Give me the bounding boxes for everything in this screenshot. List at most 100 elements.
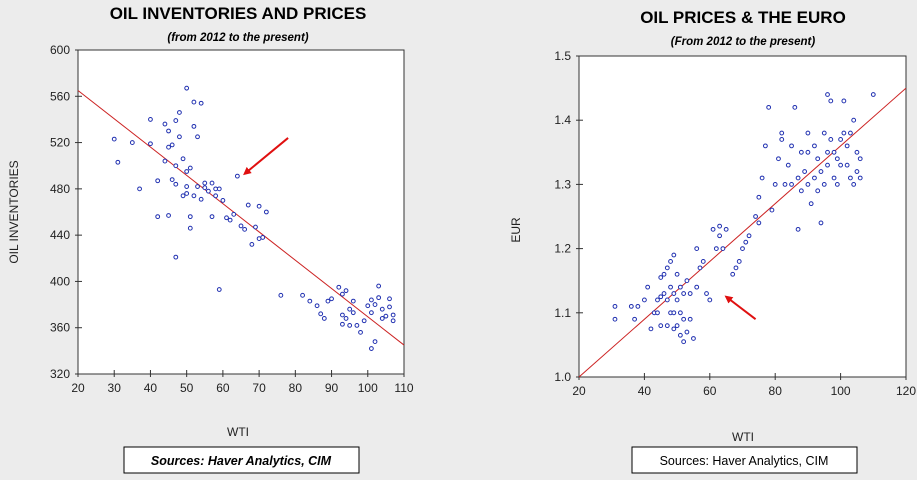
left-data-point: [329, 296, 334, 302]
left-data-point: [354, 323, 360, 328]
right-source-box: [631, 446, 858, 474]
left-data-point: [191, 99, 197, 105]
left-data-point: [184, 184, 190, 189]
left-data-point: [173, 163, 179, 169]
right-x-ticks: 20 40 60 80 100 120: [572, 373, 916, 398]
right-data-point: [687, 316, 693, 322]
left-data-point: [166, 128, 171, 134]
right-data-point: [808, 201, 814, 207]
right-data-point: [805, 149, 811, 155]
right-data-point: [795, 226, 801, 232]
left-data-point: [177, 134, 182, 140]
left-data-point: [191, 123, 197, 129]
right-fit-line: [578, 87, 907, 378]
left-data-point: [213, 193, 219, 199]
left-data-point: [195, 134, 200, 140]
left-fit-line-group: [77, 90, 405, 346]
right-data-point: [668, 284, 673, 290]
right-data-point: [658, 323, 664, 329]
left-x-tick-label: 50: [180, 381, 194, 395]
left-data-point: [184, 85, 190, 91]
left-x-tick-label: 20: [71, 381, 85, 395]
right-data-point: [635, 303, 641, 309]
left-y-tick-label: 600: [50, 43, 70, 57]
right-data-point: [805, 182, 811, 187]
left-data-point: [347, 323, 353, 328]
right-data-point: [841, 130, 847, 136]
right-y-tick-label: 1.4: [554, 113, 571, 127]
right-data-point: [798, 188, 804, 194]
left-data-point: [173, 118, 179, 123]
left-data-point: [343, 316, 349, 321]
left-data-point: [390, 318, 396, 324]
right-data-point: [677, 332, 683, 338]
left-data-point: [169, 142, 175, 148]
right-chart-subtitle: (From 2012 to the present): [671, 36, 816, 48]
left-data-point: [340, 312, 345, 318]
right-data-point: [612, 303, 618, 309]
right-data-point: [707, 297, 713, 303]
right-data-point: [671, 310, 677, 316]
left-x-tick-label: 40: [144, 381, 158, 395]
left-data-point: [245, 202, 251, 208]
right-data-point: [674, 271, 680, 277]
right-data-point: [854, 149, 860, 155]
right-data-point: [828, 98, 834, 104]
left-y-ticks: 320 360 400 440 480 520 560 600: [50, 43, 82, 381]
left-data-point: [238, 223, 244, 229]
left-data-point: [343, 288, 349, 294]
right-data-point: [831, 175, 837, 181]
left-data-point: [231, 211, 237, 217]
left-points: [111, 85, 396, 351]
left-x-tick-label: 90: [325, 381, 339, 395]
left-data-point: [278, 292, 284, 298]
right-x-tick-label: 40: [638, 384, 652, 398]
left-data-point: [162, 158, 168, 164]
right-data-point: [661, 291, 667, 296]
right-x-tick-label: 100: [831, 384, 851, 398]
right-plot-area: [578, 55, 907, 378]
left-data-point: [148, 141, 153, 147]
right-data-point: [844, 162, 850, 168]
right-data-point: [658, 294, 664, 300]
right-data-point: [789, 143, 794, 149]
right-x-axis-label: WTI: [732, 430, 754, 444]
left-x-tick-label: 110: [394, 381, 413, 395]
right-y-tick-label: 1.1: [554, 306, 571, 320]
right-data-point: [687, 291, 693, 296]
right-x-tick-label: 120: [896, 384, 916, 398]
right-chart: OIL PRICES & THE EURO (From 2012 to the …: [509, 8, 916, 474]
left-data-point: [350, 298, 356, 304]
right-y-tick-label: 1.5: [554, 49, 571, 63]
right-data-point: [655, 310, 660, 316]
left-data-point: [187, 165, 193, 171]
left-data-point: [372, 302, 378, 307]
right-data-point: [628, 303, 634, 309]
left-data-point: [249, 242, 255, 247]
right-data-point: [681, 316, 687, 322]
right-data-point: [664, 323, 670, 329]
left-data-point: [155, 178, 161, 184]
right-x-tick-label: 60: [703, 384, 717, 398]
right-data-point: [815, 156, 821, 162]
right-data-point: [789, 182, 794, 187]
right-annotation-arrow-group: [724, 295, 757, 321]
left-data-point: [162, 121, 168, 127]
left-data-point: [379, 316, 385, 321]
left-fit-line: [77, 90, 405, 346]
right-data-point: [795, 175, 801, 181]
left-data-point: [361, 318, 367, 324]
right-chart-title: OIL PRICES & THE EURO: [640, 8, 846, 27]
right-y-tick-label: 1.2: [554, 242, 571, 256]
left-data-point: [387, 304, 392, 310]
right-data-point: [834, 156, 840, 162]
left-data-point: [166, 213, 171, 218]
left-y-tick-label: 480: [50, 182, 70, 196]
right-data-point: [792, 104, 798, 110]
left-y-tick-label: 520: [50, 136, 70, 150]
right-data-point: [664, 297, 670, 303]
right-data-point: [782, 182, 788, 187]
right-data-point: [713, 246, 719, 252]
left-data-point: [195, 184, 200, 189]
left-data-point: [180, 156, 186, 162]
